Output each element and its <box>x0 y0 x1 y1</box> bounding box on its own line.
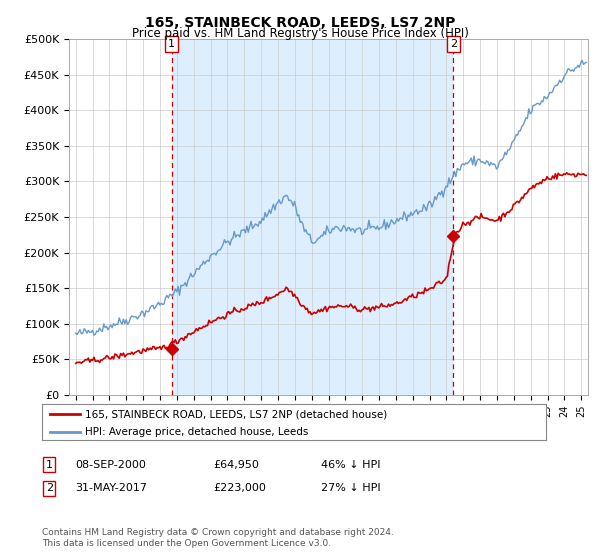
Text: 1: 1 <box>168 39 175 49</box>
Text: Contains HM Land Registry data © Crown copyright and database right 2024.
This d: Contains HM Land Registry data © Crown c… <box>42 528 394 548</box>
Text: Price paid vs. HM Land Registry's House Price Index (HPI): Price paid vs. HM Land Registry's House … <box>131 27 469 40</box>
Text: 31-MAY-2017: 31-MAY-2017 <box>75 483 147 493</box>
Text: 2: 2 <box>46 483 53 493</box>
Text: 08-SEP-2000: 08-SEP-2000 <box>75 460 146 470</box>
Text: 165, STAINBECK ROAD, LEEDS, LS7 2NP: 165, STAINBECK ROAD, LEEDS, LS7 2NP <box>145 16 455 30</box>
Text: HPI: Average price, detached house, Leeds: HPI: Average price, detached house, Leed… <box>85 427 308 437</box>
Text: 46% ↓ HPI: 46% ↓ HPI <box>321 460 380 470</box>
Text: 27% ↓ HPI: 27% ↓ HPI <box>321 483 380 493</box>
Text: 165, STAINBECK ROAD, LEEDS, LS7 2NP (detached house): 165, STAINBECK ROAD, LEEDS, LS7 2NP (det… <box>85 409 387 419</box>
Bar <box>172 39 454 395</box>
Text: £223,000: £223,000 <box>213 483 266 493</box>
Text: 1: 1 <box>46 460 53 470</box>
Text: £64,950: £64,950 <box>213 460 259 470</box>
Text: 2: 2 <box>450 39 457 49</box>
